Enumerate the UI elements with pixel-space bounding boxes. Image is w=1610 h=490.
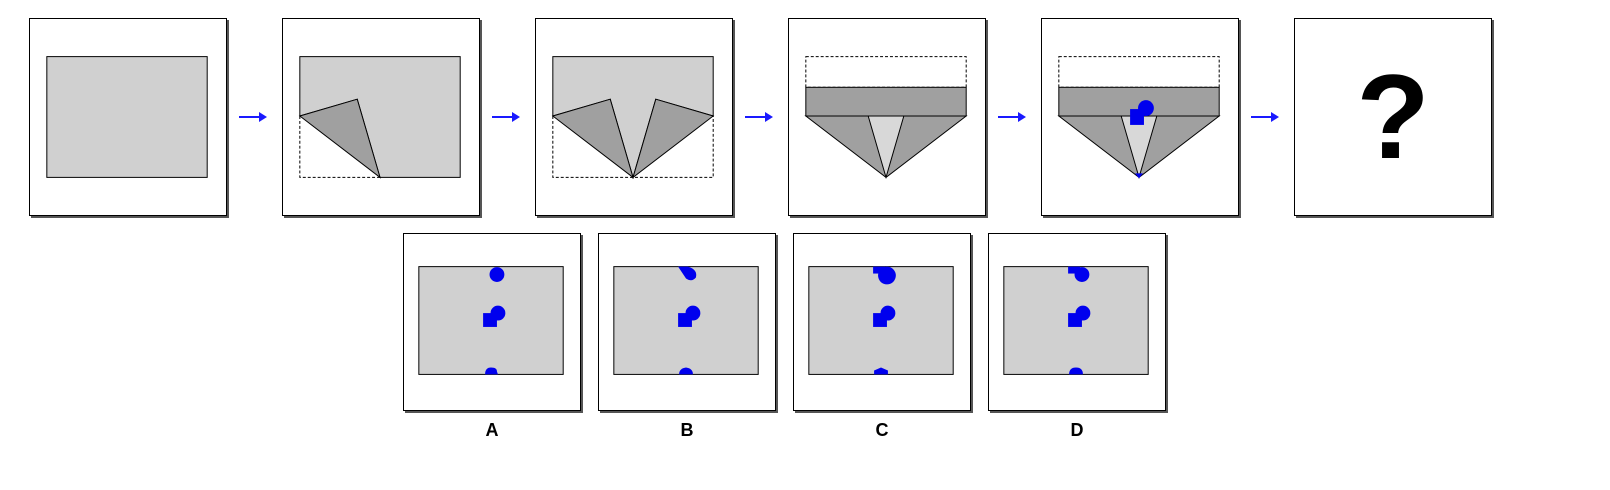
option-d[interactable] xyxy=(988,233,1166,411)
circle-hole-icon xyxy=(685,305,701,321)
arrow-icon xyxy=(239,112,267,122)
left-flap xyxy=(551,98,634,179)
answer-placeholder: ? xyxy=(1294,18,1492,216)
option-b-label: B xyxy=(680,420,694,440)
edge-hole-icon xyxy=(874,367,888,375)
step-5-punch-holes xyxy=(1041,18,1239,216)
edge-hole-icon xyxy=(485,367,498,375)
circle-hole-icon xyxy=(880,305,896,321)
step-5-drawing xyxy=(1057,56,1221,180)
diagonal-hole-icon xyxy=(678,266,697,281)
paper-sheet xyxy=(46,56,208,178)
step-4-fold-top-down xyxy=(788,18,986,216)
option-c[interactable] xyxy=(793,233,971,411)
step-4-drawing xyxy=(804,56,968,180)
circle-hole-icon xyxy=(1138,100,1154,117)
right-flap xyxy=(632,98,715,179)
step-3-fold-right-corner xyxy=(535,18,733,216)
fold-outline-dashed xyxy=(805,56,967,88)
step-2-drawing xyxy=(298,56,461,179)
arrow-icon xyxy=(1251,112,1279,122)
option-b-drawing xyxy=(613,266,759,375)
tip-hole-icon xyxy=(1135,173,1143,179)
circle-hole-icon xyxy=(1075,305,1091,321)
square-hole-icon xyxy=(1068,266,1080,274)
option-c-label: C xyxy=(875,420,889,440)
step-3-drawing xyxy=(551,56,715,180)
arrow-icon xyxy=(492,112,520,122)
folded-band xyxy=(805,86,967,117)
step-1-drawing xyxy=(46,56,208,178)
circle-hole-icon xyxy=(878,266,896,285)
circle-hole-icon xyxy=(1074,267,1090,282)
option-a-label: A xyxy=(485,420,499,440)
folded-flap xyxy=(298,98,381,179)
option-a[interactable] xyxy=(403,233,581,411)
edge-hole-icon xyxy=(679,367,693,375)
square-hole-icon xyxy=(873,266,885,274)
option-b[interactable] xyxy=(598,233,776,411)
option-c-drawing xyxy=(808,266,954,375)
option-d-drawing xyxy=(1003,266,1149,375)
arrow-icon xyxy=(745,112,773,122)
option-d-label: D xyxy=(1070,420,1084,440)
fold-outline-dashed xyxy=(299,116,381,178)
arrow-icon xyxy=(998,112,1026,122)
option-a-drawing xyxy=(418,266,564,375)
circle-hole-icon xyxy=(490,305,506,321)
step-1-flat-paper xyxy=(29,18,227,216)
edge-hole-icon xyxy=(1069,367,1083,375)
circle-hole-icon xyxy=(489,267,505,282)
fold-outline-dashed xyxy=(1058,56,1220,88)
step-2-fold-left-corner xyxy=(282,18,480,216)
question-mark: ? xyxy=(1356,50,1430,184)
